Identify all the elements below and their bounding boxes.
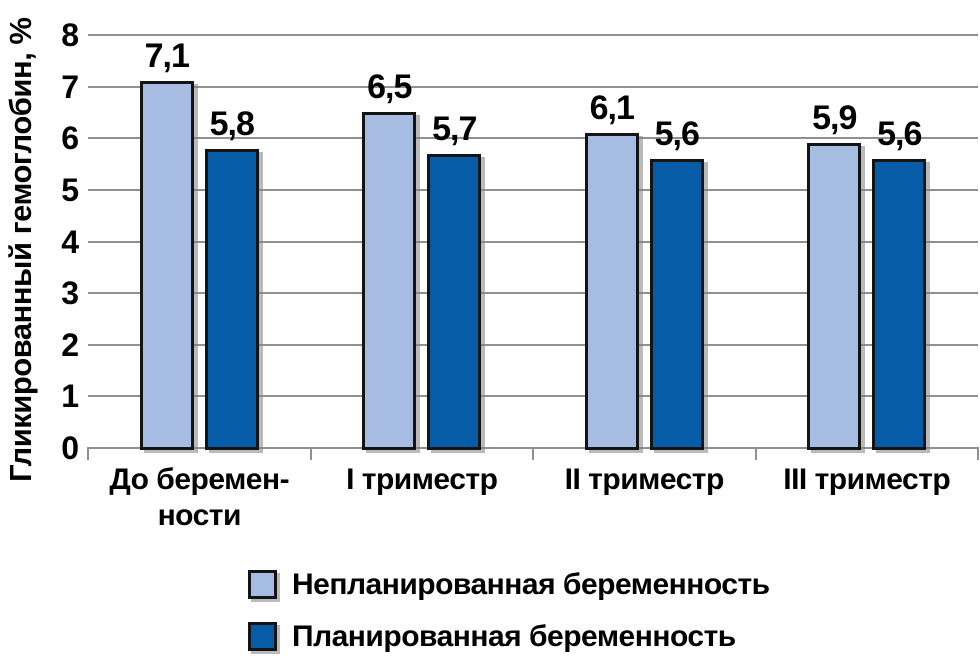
y-tick-label: 2 xyxy=(61,326,79,363)
legend: Непланированная беременность Планированна… xyxy=(248,566,770,655)
bar xyxy=(584,133,639,450)
x-category-label: II триместр xyxy=(564,463,725,496)
y-tick-label: 6 xyxy=(61,120,79,157)
bar xyxy=(427,153,482,450)
gridline xyxy=(88,137,978,140)
gridline xyxy=(88,188,978,191)
x-axis-tick xyxy=(309,447,312,460)
bar xyxy=(807,143,862,450)
y-tick-label: 5 xyxy=(61,171,79,208)
gridline xyxy=(88,395,978,398)
gridline xyxy=(88,240,978,243)
y-tick-label: 0 xyxy=(61,430,79,466)
bar xyxy=(139,81,194,450)
x-category-label: До беремен- ности xyxy=(109,463,290,532)
x-axis-tick xyxy=(977,447,979,460)
bar-value-label: 5,6 xyxy=(654,114,700,153)
bar-value-label: 5,6 xyxy=(877,114,922,153)
legend-swatch xyxy=(248,622,277,651)
gridline xyxy=(88,292,978,295)
y-tick-label: 3 xyxy=(61,275,79,312)
bar xyxy=(872,158,927,450)
y-tick-label: 7 xyxy=(61,68,79,105)
y-tick-label: 1 xyxy=(61,378,79,415)
legend-swatch xyxy=(248,570,277,599)
x-axis-tick xyxy=(532,447,534,460)
bar-value-label: 5,7 xyxy=(432,109,477,148)
legend-item: Планированная беременность xyxy=(248,618,770,655)
bar-value-label: 5,9 xyxy=(812,99,857,138)
x-axis-tick xyxy=(754,447,757,460)
x-axis-tick xyxy=(87,447,89,460)
gridline xyxy=(88,85,978,88)
x-category-label: I триместр xyxy=(346,463,498,496)
y-tick-label: 4 xyxy=(61,223,79,260)
bar xyxy=(362,112,417,450)
gridline xyxy=(88,34,978,36)
bar-value-label: 7,1 xyxy=(144,37,190,76)
bar-value-label: 6,1 xyxy=(589,89,635,128)
legend-label: Планированная беременность xyxy=(292,620,736,653)
legend-item: Непланированная беременность xyxy=(248,566,770,603)
y-tick-label: 8 xyxy=(61,17,79,53)
bar-value-label: 5,8 xyxy=(209,104,255,143)
gridline xyxy=(88,343,978,346)
x-category-label: III триместр xyxy=(783,463,951,496)
bar xyxy=(204,148,259,450)
legend-label: Непланированная беременность xyxy=(292,568,770,601)
bar xyxy=(649,158,704,450)
bar-value-label: 6,5 xyxy=(367,68,412,107)
